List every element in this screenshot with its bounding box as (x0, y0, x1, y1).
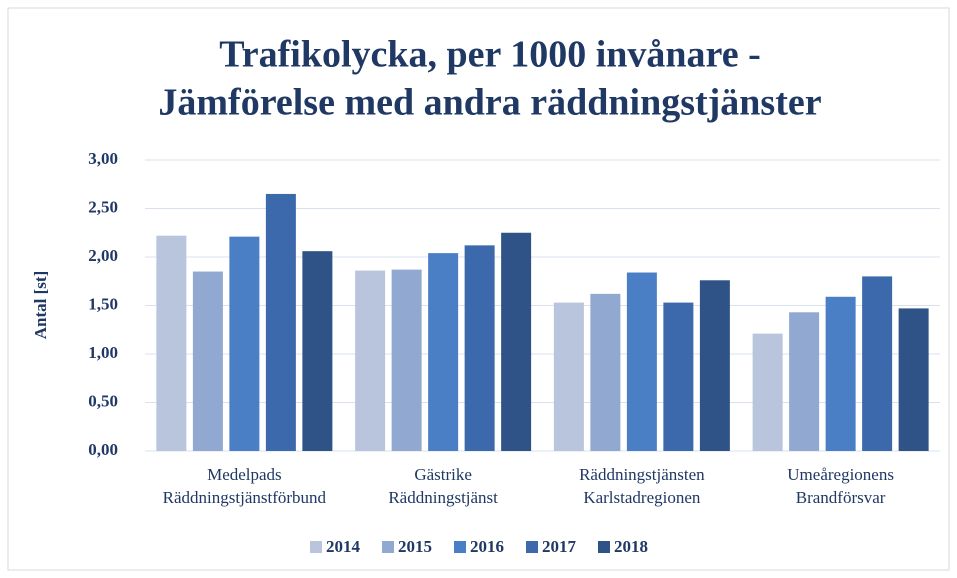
x-tick-label: Räddningstjänst (388, 488, 498, 507)
bar (391, 269, 422, 451)
x-tick-label: Gästrike (414, 465, 472, 484)
y-axis-label: Antal [st] (31, 271, 50, 339)
x-tick-label: Umeåregionens (787, 465, 894, 484)
y-tick-label: 2,00 (88, 246, 118, 265)
legend-swatch (310, 541, 322, 553)
bar (428, 253, 459, 451)
bar (752, 333, 783, 451)
bar (898, 308, 929, 451)
x-tick-label: Räddningstjänstförbund (163, 488, 327, 507)
legend-label: 2015 (398, 537, 432, 556)
x-tick-label: Räddningstjänsten (579, 465, 705, 484)
x-tick-label: Brandförsvar (796, 488, 886, 507)
legend-swatch (526, 541, 538, 553)
y-tick-label: 2,50 (88, 197, 118, 216)
bar (229, 236, 260, 451)
y-tick-label: 0,00 (88, 440, 118, 459)
legend-label: 2014 (326, 537, 361, 556)
bar (862, 276, 893, 451)
bar (355, 270, 386, 451)
bar (302, 251, 333, 451)
bar (590, 293, 621, 451)
bar (192, 271, 223, 451)
legend-label: 2016 (470, 537, 504, 556)
y-tick-label: 3,00 (88, 149, 118, 168)
legend-label: 2017 (542, 537, 577, 556)
bar (464, 245, 495, 451)
bar (663, 302, 694, 451)
legend-swatch (598, 541, 610, 553)
bar (626, 272, 657, 451)
y-tick-label: 1,00 (88, 343, 118, 362)
legend-swatch (382, 541, 394, 553)
legend-swatch (454, 541, 466, 553)
chart-title: Trafikolycka, per 1000 invånare - (219, 34, 761, 76)
chart-title: Jämförelse med andra räddningstjänster (158, 82, 821, 124)
legend-label: 2018 (614, 537, 648, 556)
bar (699, 280, 730, 451)
y-tick-label: 1,50 (88, 294, 118, 313)
x-tick-label: Karlstadregionen (583, 488, 701, 507)
bar (501, 232, 532, 451)
bar (789, 312, 820, 451)
bar (156, 235, 187, 451)
bar (265, 193, 296, 451)
bar (825, 296, 856, 451)
y-tick-label: 0,50 (88, 391, 118, 410)
x-tick-label: Medelpads (207, 465, 282, 484)
bar (553, 302, 584, 451)
